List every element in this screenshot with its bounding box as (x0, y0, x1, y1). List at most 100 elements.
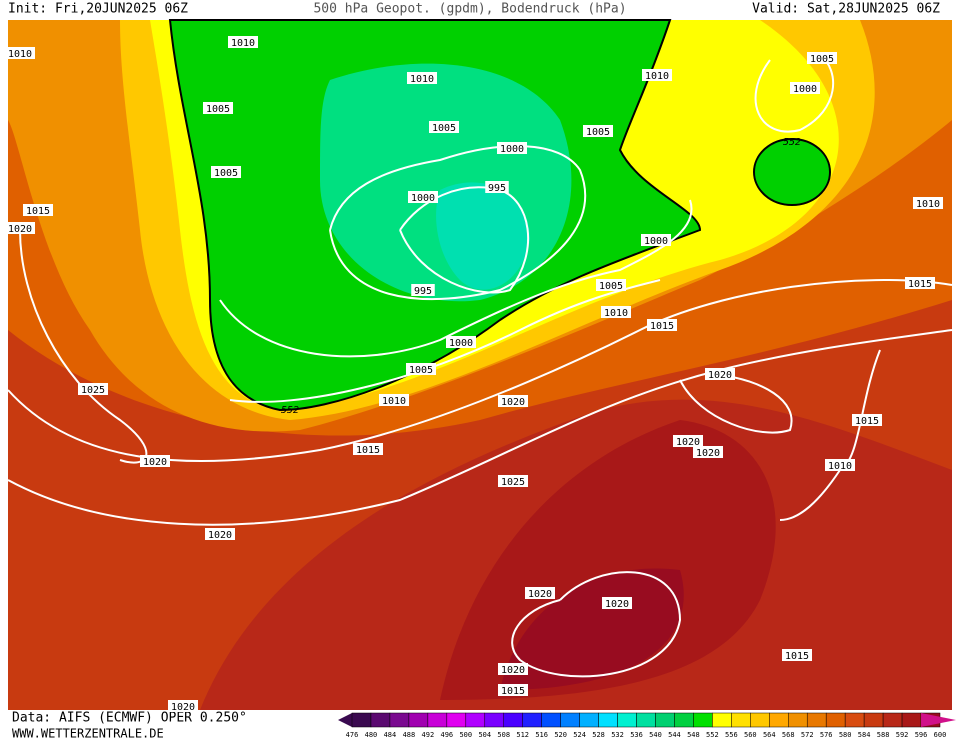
isobar-label: 1010 (828, 461, 852, 472)
colorbar-cell (370, 712, 391, 728)
valid-time: Valid: Sat,28JUN2025 06Z (752, 2, 940, 17)
isobar-label: 1005 (810, 54, 834, 65)
colorbar-cell (560, 712, 580, 728)
colorbar-label: 564 (763, 731, 776, 739)
colorbar-cell (598, 712, 618, 728)
isobar-label-box (408, 191, 438, 203)
colorbar-cell (844, 712, 865, 728)
labels: 1010 1010 1005 1010 1005 1005 1010 1005 1000 1000… (5, 36, 943, 713)
isobar-label: 1005 (409, 365, 433, 376)
colorbar-label: 476 (346, 731, 359, 739)
isobar-label-box (485, 181, 509, 193)
isobar-label: 1020 (143, 457, 167, 468)
isobar-label-box (78, 383, 108, 395)
colorbar-label: 576 (820, 731, 833, 739)
colorbar-label: 580 (839, 731, 852, 739)
isobar-label-box (782, 649, 812, 661)
colorbar-cell (712, 712, 732, 728)
colorbar-label: 488 (403, 731, 416, 739)
isobar-label-box (411, 284, 435, 296)
colorbar-label: 572 (801, 731, 814, 739)
isobar-label-box (673, 435, 703, 447)
colorbar-label: 552 (706, 731, 719, 739)
isobar-label-box (497, 142, 527, 154)
isobar-label-box (429, 121, 459, 133)
isobar-label: 1020 (8, 224, 32, 235)
colorbar-cell (655, 712, 675, 728)
isobar-label-box (353, 443, 383, 455)
isobar-label: 1000 (793, 84, 817, 95)
isobar-label-box (5, 222, 35, 234)
isobar-label-box (23, 204, 53, 216)
height-label: 552 (783, 137, 801, 148)
colorbar-label: 592 (896, 731, 909, 739)
isobar-label-box (693, 446, 723, 458)
colorbar-label: 516 (535, 731, 548, 739)
colorbar-cell (408, 712, 429, 728)
isobar-label-box (407, 72, 437, 84)
colorbar-cell (882, 712, 903, 728)
isobar-label-box (228, 36, 258, 48)
isobar-label: 1005 (432, 123, 456, 134)
colorbar-label: 536 (630, 731, 643, 739)
isobar-label: 1020 (708, 370, 732, 381)
colorbar-label: 480 (365, 731, 378, 739)
colorbar-cell (351, 712, 372, 728)
field-zone (753, 138, 831, 206)
isobar (329, 145, 587, 301)
colorbar-cell (731, 712, 751, 728)
isobar-label: 1025 (501, 477, 525, 488)
colorbar-cell (579, 712, 599, 728)
isobar-label-box (498, 684, 528, 696)
isobar-label-box (807, 52, 837, 64)
colorbar-label: 524 (573, 731, 586, 739)
isobar-label-box (498, 475, 528, 487)
isobar (511, 571, 682, 678)
colorbar-cell (769, 712, 789, 728)
colorbar-arrow (338, 713, 352, 727)
isobar-label: 1005 (214, 168, 238, 179)
isobar-label-box (642, 69, 672, 81)
isobar (754, 54, 834, 133)
colorbar-cell (522, 712, 542, 728)
isobar-label: 1005 (599, 281, 623, 292)
isobar-label: 1020 (676, 437, 700, 448)
isobar-label: 1010 (231, 38, 255, 49)
height-label: 552 (281, 405, 299, 416)
isobar-label: 1005 (586, 127, 610, 138)
isobar-label-box (852, 414, 882, 426)
colorbar-label: 520 (554, 731, 567, 739)
colorbar-label: 484 (384, 731, 397, 739)
isobar-label-box (498, 663, 528, 675)
isobar-label-box (140, 455, 170, 467)
isobar-label: 1015 (356, 445, 380, 456)
isobar-label: 1000 (644, 236, 668, 247)
isobar-label-box (379, 394, 409, 406)
isobar-label-box (168, 700, 198, 712)
colorbar-cell (636, 712, 656, 728)
colorbar-label: 560 (744, 731, 757, 739)
colorbar-cell (484, 712, 504, 728)
colorbar-cell (389, 712, 410, 728)
isobar-label-box (602, 597, 632, 609)
init-time: Init: Fri,20JUN2025 06Z (8, 2, 188, 17)
isobar-label-box (205, 528, 235, 540)
isobar-label: 1000 (500, 144, 524, 155)
colorbar-label: 596 (915, 731, 928, 739)
isobar-label: 1010 (604, 308, 628, 319)
isobar-label: 1020 (501, 397, 525, 408)
colorbar-cell (901, 712, 922, 728)
isobar-label: 1020 (171, 702, 195, 713)
isobar-label: 1020 (528, 589, 552, 600)
colorbar-cell (806, 712, 827, 728)
colorbar-cell (446, 712, 467, 728)
map-field (8, 19, 952, 710)
colorbar-cell (863, 712, 884, 728)
isobar-label: 1025 (81, 385, 105, 396)
field-zone (440, 420, 776, 700)
isobar-label-box (446, 336, 476, 348)
colorbar-cell (503, 712, 523, 728)
colorbar-label: 500 (459, 731, 472, 739)
isobar-label: 995 (414, 286, 432, 297)
